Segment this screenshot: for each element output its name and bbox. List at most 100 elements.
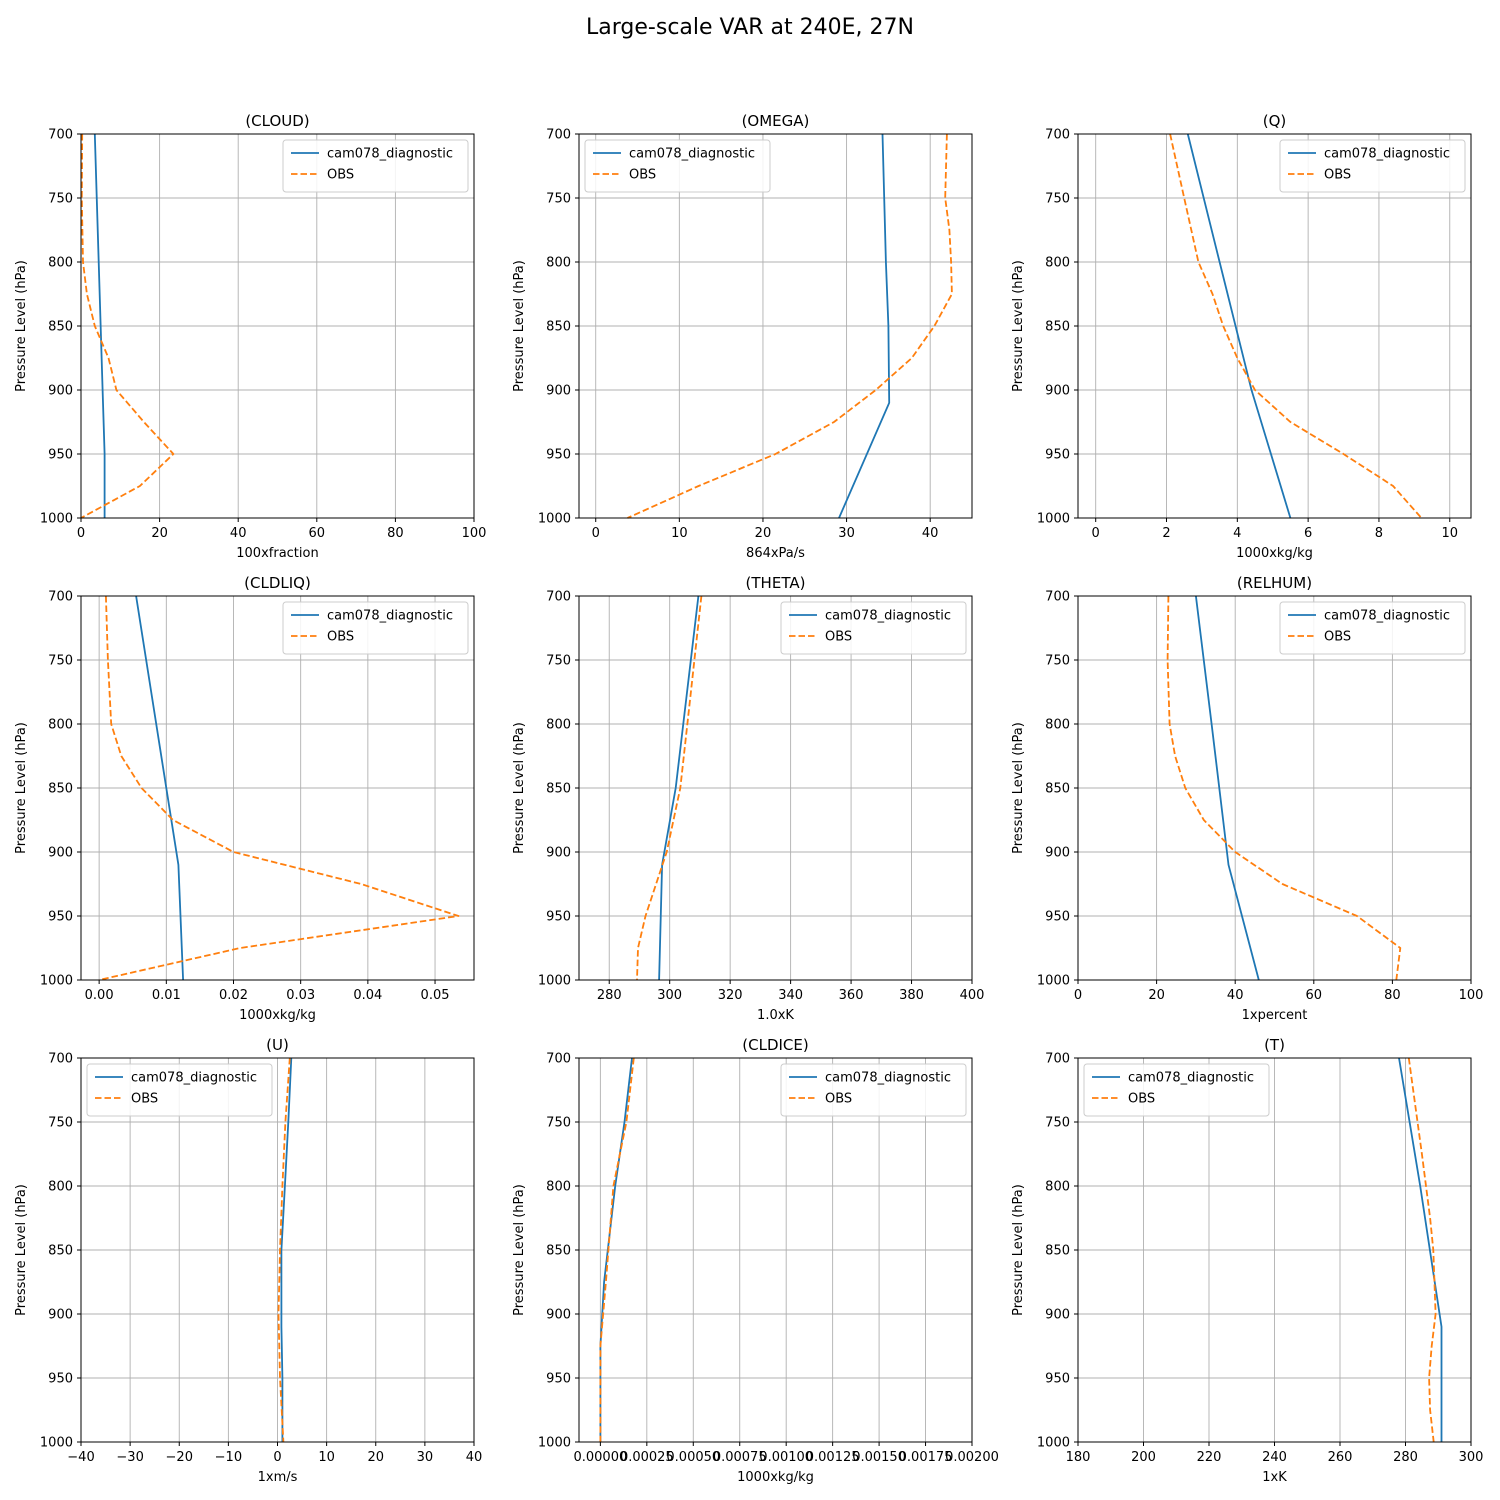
x-tick-label: 220 (1197, 1450, 1222, 1465)
legend-entry-label: cam078_diagnostic (327, 147, 453, 162)
x-tick-label: 0 (1092, 526, 1100, 541)
x-tick-label: −20 (166, 1450, 193, 1465)
y-tick-label: 850 (48, 1244, 73, 1259)
y-axis-label: Pressure Level (hPa) (1011, 1184, 1026, 1316)
x-tick-label: 20 (367, 1450, 384, 1465)
legend-box (1083, 1063, 1270, 1117)
x-tick-label: 60 (1306, 988, 1323, 1003)
x-axis-label: 1000xkg/kg (737, 1470, 814, 1485)
y-tick-label: 850 (546, 1244, 571, 1259)
x-tick-label: 100 (462, 526, 487, 541)
y-tick-label: 750 (48, 1116, 73, 1131)
legend-entry-label: OBS (327, 630, 354, 645)
y-tick-label: 800 (546, 718, 571, 733)
legend-box (1279, 601, 1466, 655)
legend-box (1279, 139, 1466, 193)
y-tick-label: 1000 (538, 512, 571, 527)
x-tick-label: 0 (592, 526, 600, 541)
y-axis-label: Pressure Level (hPa) (512, 260, 527, 392)
x-tick-label: 300 (657, 988, 682, 1003)
y-axis-label: Pressure Level (hPa) (14, 260, 29, 392)
x-tick-label: 0.02 (219, 988, 248, 1003)
x-axis-label: 1000xkg/kg (1236, 546, 1313, 561)
legend-box (86, 1063, 273, 1117)
y-tick-label: 700 (1045, 128, 1070, 143)
obs-line (80, 133, 175, 519)
x-axis-label: 1.0xK (757, 1008, 794, 1023)
x-axis-label: 1xpercent (1242, 1008, 1308, 1023)
x-tick-label: 180 (1066, 1450, 1091, 1465)
y-axis-label: Pressure Level (hPa) (1011, 260, 1026, 392)
y-tick-label: 700 (48, 590, 73, 605)
y-tick-label: 750 (1045, 1116, 1070, 1131)
y-axis-label: Pressure Level (hPa) (512, 722, 527, 854)
y-tick-label: 750 (48, 192, 73, 207)
x-tick-label: 320 (718, 988, 743, 1003)
legend-entry-label: cam078_diagnostic (327, 609, 453, 624)
x-tick-label: 280 (1393, 1450, 1418, 1465)
y-tick-label: 850 (546, 782, 571, 797)
y-tick-label: 950 (546, 1372, 571, 1387)
model-line (280, 1057, 293, 1442)
x-tick-label: 100 (1459, 988, 1484, 1003)
y-tick-label: 950 (48, 448, 73, 463)
legend-box (584, 139, 771, 193)
x-tick-label: 0 (1074, 988, 1082, 1003)
x-tick-label: 0.00175 (899, 1450, 953, 1465)
x-tick-label: 0.00075 (713, 1450, 767, 1465)
x-tick-label: 2 (1162, 526, 1170, 541)
y-tick-label: 850 (546, 320, 571, 335)
x-tick-label: 40 (230, 526, 247, 541)
legend: cam078_diagnostic OBS (1083, 1063, 1270, 1117)
y-tick-label: 800 (48, 1180, 73, 1195)
subplot-title: (U) (266, 1036, 289, 1054)
y-tick-label: 1000 (538, 974, 571, 989)
x-tick-label: 0.00200 (945, 1450, 999, 1465)
subplot: 0 10 20 30 40 700 750 800 850 900 950 1000 (OMEGA) 86… (512, 112, 973, 561)
y-tick-label: 900 (546, 1308, 571, 1323)
y-tick-label: 750 (546, 1116, 571, 1131)
y-tick-label: 700 (546, 590, 571, 605)
legend-entry-label: cam078_diagnostic (1128, 1071, 1254, 1086)
obs-line (636, 595, 703, 981)
legend-entry-label: OBS (629, 168, 656, 183)
y-tick-label: 750 (1045, 654, 1070, 669)
obs-line (1407, 1057, 1437, 1443)
legend-entry-label: cam078_diagnostic (1324, 609, 1450, 624)
x-tick-label: 0.00125 (806, 1450, 860, 1465)
y-axis-label: Pressure Level (hPa) (1011, 722, 1026, 854)
legend-entry-label: OBS (1128, 1092, 1155, 1107)
y-tick-label: 700 (1045, 1052, 1070, 1067)
legend-entry-label: cam078_diagnostic (131, 1071, 257, 1086)
subplot: 280 300 320 340 360 380 400 700 750 800 850 900 950 1… (512, 574, 984, 1023)
x-tick-label: 30 (838, 526, 855, 541)
x-tick-label: 0.04 (353, 988, 382, 1003)
x-tick-label: 260 (1328, 1450, 1353, 1465)
subplot-title: (CLDICE) (742, 1036, 808, 1054)
legend: cam078_diagnostic OBS (86, 1063, 273, 1117)
x-tick-label: 20 (755, 526, 772, 541)
legend-box (282, 601, 469, 655)
legend-entry-label: OBS (825, 1092, 852, 1107)
y-tick-label: 750 (48, 654, 73, 669)
y-tick-label: 850 (1045, 782, 1070, 797)
x-tick-label: 0.00025 (620, 1450, 674, 1465)
y-tick-label: 700 (546, 1052, 571, 1067)
legend-entry-label: OBS (1324, 630, 1351, 645)
legend-entry-label: OBS (1324, 168, 1351, 183)
subplot: 180 200 220 240 260 280 300 700 750 800 850 900 950 1… (1011, 1036, 1483, 1485)
x-tick-label: 40 (466, 1450, 483, 1465)
x-tick-label: 0.00100 (759, 1450, 813, 1465)
x-tick-label: 0.00150 (852, 1450, 906, 1465)
model-line (658, 595, 700, 981)
x-tick-label: 4 (1233, 526, 1241, 541)
x-axis-label: 864xPa/s (746, 546, 805, 561)
x-tick-label: 6 (1304, 526, 1312, 541)
subplot-title: (THETA) (746, 574, 806, 592)
x-tick-label: 280 (597, 988, 622, 1003)
y-tick-label: 800 (48, 718, 73, 733)
subplot: 0 20 40 60 80 100 700 750 800 850 900 950 1000 (RELHU… (1011, 574, 1483, 1023)
legend: cam078_diagnostic OBS (584, 139, 771, 193)
y-tick-label: 1000 (538, 1436, 571, 1451)
